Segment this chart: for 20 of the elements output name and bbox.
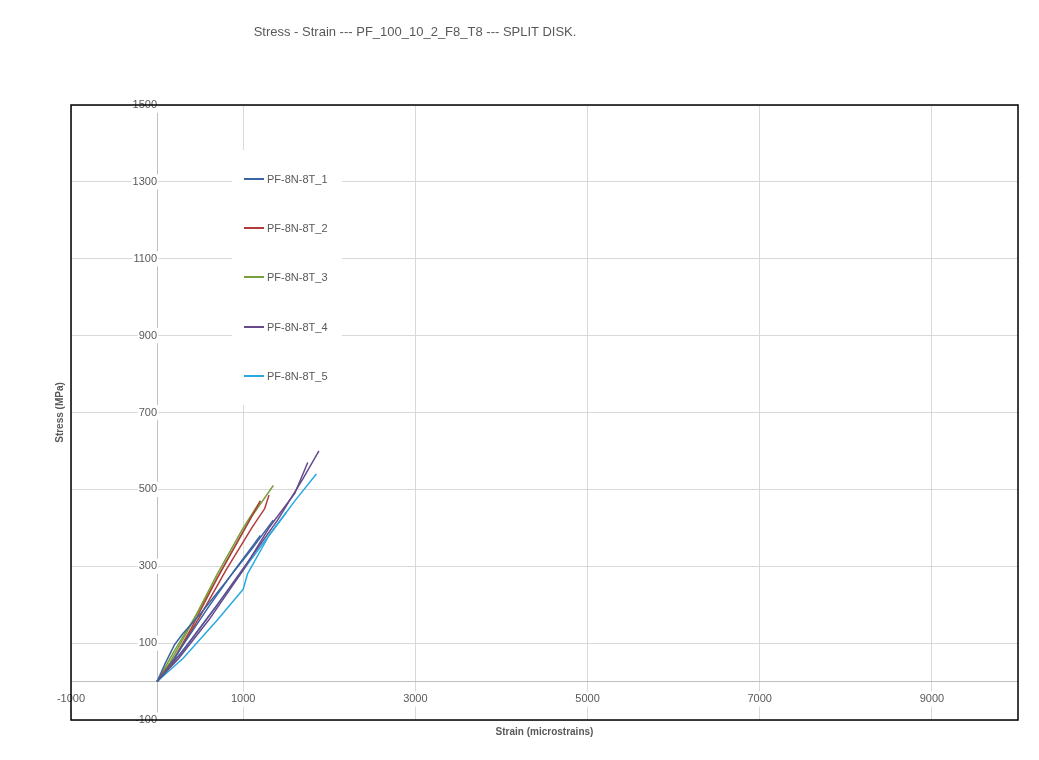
y-tick-label: 100 xyxy=(138,636,158,649)
y-tick-label: 1300 xyxy=(132,174,158,187)
legend-label: PF-8N-8T_1 xyxy=(267,172,328,185)
legend-label: PF-8N-8T_2 xyxy=(267,222,328,235)
x-tick-label: 9000 xyxy=(919,692,945,705)
legend-label: PF-8N-8T_3 xyxy=(267,271,328,284)
legend-label: PF-8N-8T_4 xyxy=(267,320,328,333)
y-tick-label: 900 xyxy=(138,328,158,341)
x-tick-label: 5000 xyxy=(575,692,600,705)
x-tick-label: 3000 xyxy=(403,692,428,705)
y-tick-label: 700 xyxy=(138,405,158,418)
x-axis-title: Strain (microstrains) xyxy=(495,726,594,737)
y-tick-label: 500 xyxy=(138,482,158,495)
legend-label: PF-8N-8T_5 xyxy=(267,370,328,383)
chart-title: Stress - Strain --- PF_100_10_2_F8_T8 --- SPLIT DISK. xyxy=(252,24,578,39)
x-tick-label: 7000 xyxy=(747,692,772,705)
x-tick-label: 1000 xyxy=(230,692,256,705)
y-tick-label: 1100 xyxy=(133,251,158,264)
y-axis-title: Stress (MPa) xyxy=(54,382,65,443)
y-tick-label: 300 xyxy=(138,559,158,572)
